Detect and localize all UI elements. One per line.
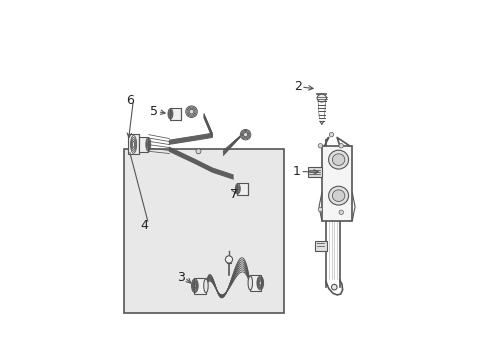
Text: 4: 4: [141, 219, 148, 232]
Circle shape: [329, 132, 334, 137]
Text: 1: 1: [293, 165, 301, 178]
Bar: [140, 136, 148, 152]
Text: 6: 6: [126, 94, 134, 107]
Circle shape: [332, 284, 337, 290]
Bar: [322, 146, 352, 221]
Ellipse shape: [332, 154, 345, 166]
Text: 5: 5: [149, 105, 158, 118]
Ellipse shape: [332, 190, 345, 202]
Bar: [123, 149, 284, 314]
Ellipse shape: [317, 94, 326, 102]
Ellipse shape: [248, 276, 252, 290]
Bar: [250, 275, 261, 291]
Circle shape: [318, 144, 322, 148]
Ellipse shape: [186, 106, 197, 117]
Bar: [195, 278, 206, 293]
Circle shape: [225, 256, 233, 263]
Text: 7: 7: [230, 188, 238, 201]
FancyBboxPatch shape: [308, 167, 322, 177]
Ellipse shape: [240, 129, 251, 140]
Bar: [237, 183, 248, 195]
Circle shape: [196, 149, 201, 154]
FancyBboxPatch shape: [315, 240, 326, 251]
Bar: [170, 108, 181, 120]
Ellipse shape: [329, 186, 348, 205]
Ellipse shape: [204, 279, 208, 293]
Circle shape: [339, 144, 343, 148]
Circle shape: [339, 210, 343, 215]
Text: 3: 3: [177, 271, 185, 284]
Bar: [128, 134, 139, 154]
Ellipse shape: [329, 150, 348, 169]
Text: 2: 2: [294, 81, 302, 94]
Circle shape: [318, 207, 322, 212]
